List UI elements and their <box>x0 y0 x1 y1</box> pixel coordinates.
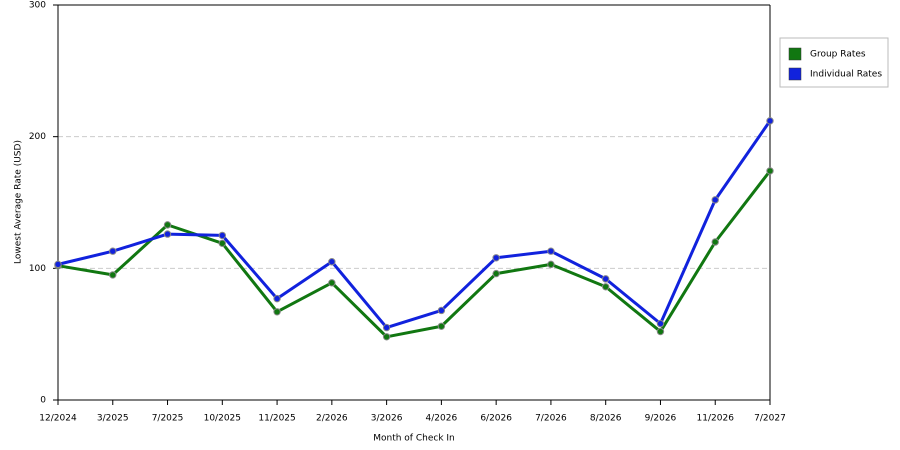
point <box>711 238 719 246</box>
x-tick-label: 6/2026 <box>480 414 512 424</box>
x-tick-label: 2/2026 <box>316 414 348 424</box>
point <box>163 230 172 238</box>
legend: Group Rates Individual Rates <box>779 37 889 88</box>
point <box>218 231 227 240</box>
point <box>218 239 227 248</box>
point <box>382 333 391 341</box>
point <box>54 260 62 269</box>
point <box>273 294 281 303</box>
point <box>492 269 500 278</box>
point <box>437 306 446 315</box>
legend-swatch <box>788 47 802 61</box>
point <box>109 271 117 279</box>
y-tick-label: 200 <box>29 132 46 142</box>
point <box>656 327 665 336</box>
legend-label: Group Rates <box>810 50 866 60</box>
x-tick-label: 7/2025 <box>152 414 184 424</box>
point <box>711 196 719 204</box>
x-tick-label: 11/2026 <box>697 414 735 424</box>
point <box>328 258 336 266</box>
point <box>656 319 665 328</box>
point <box>547 247 555 255</box>
point <box>601 275 610 283</box>
y-tick-label: 0 <box>40 396 46 406</box>
point <box>328 279 336 287</box>
x-tick-label: 3/2026 <box>371 414 403 424</box>
point <box>492 254 500 262</box>
x-tick-label: 11/2025 <box>258 414 295 424</box>
point <box>766 117 774 125</box>
y-axis-label: Lowest Average Rate (USD) <box>14 140 24 264</box>
x-tick-label: 7/2027 <box>754 414 786 424</box>
point <box>109 247 117 255</box>
point <box>766 167 774 175</box>
point <box>163 221 172 229</box>
x-tick-label: 12/2024 <box>39 414 77 424</box>
x-tick-label: 10/2025 <box>204 414 241 424</box>
point <box>601 283 610 291</box>
y-tick-label: 300 <box>29 1 46 11</box>
x-axis-label: Month of Check In <box>373 434 455 444</box>
series-line <box>57 120 772 330</box>
x-tick-label: 8/2026 <box>590 414 622 424</box>
x-tick-label: 9/2026 <box>645 414 677 424</box>
x-tick-label: 7/2026 <box>535 414 567 424</box>
legend-label: Individual Rates <box>810 70 882 80</box>
point <box>273 308 281 316</box>
point <box>547 260 555 269</box>
series-line <box>57 169 772 339</box>
point <box>437 322 446 330</box>
x-tick-label: 3/2025 <box>97 414 129 424</box>
point <box>382 323 391 332</box>
y-tick-label: 100 <box>29 264 46 274</box>
legend-swatch <box>788 67 802 81</box>
x-tick-label: 4/2026 <box>426 414 458 424</box>
